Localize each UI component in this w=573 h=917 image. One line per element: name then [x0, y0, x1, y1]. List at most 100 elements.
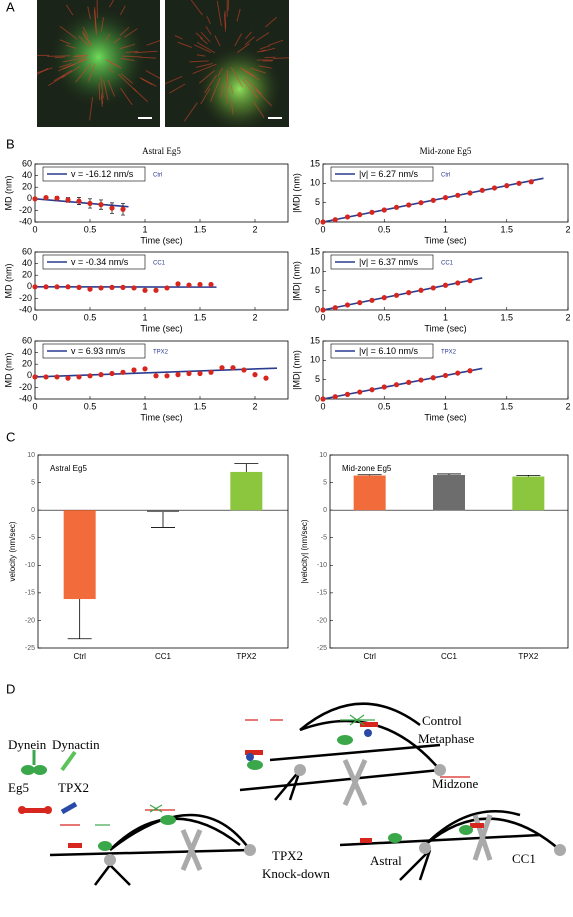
legend-label: |v| = 6.10 nm/s — [359, 346, 418, 356]
y-tick-label: 0 — [31, 507, 35, 514]
y-tick-label: -40 — [19, 304, 32, 314]
data-point — [431, 285, 436, 290]
y-tick-label: 40 — [22, 258, 32, 268]
shape — [247, 760, 263, 770]
data-point — [131, 285, 136, 290]
data-point — [43, 195, 48, 200]
y-tick-label: -20 — [25, 617, 35, 624]
y-tick-label: 60 — [22, 335, 32, 345]
data-point — [241, 367, 246, 372]
data-point — [263, 376, 268, 381]
x-tick-label: 2 — [252, 401, 257, 411]
x-tick-label: Ctrl — [363, 652, 376, 661]
x-tick-label: 1.5 — [194, 224, 207, 234]
x-tick-label: 0 — [32, 312, 37, 322]
x-tick-label: 0 — [320, 224, 325, 234]
annotation: TPX2 — [441, 350, 457, 356]
data-point — [394, 382, 399, 387]
bar — [354, 476, 386, 511]
annotation: CC1 — [153, 261, 166, 267]
y-tick-label: 10 — [310, 266, 320, 276]
data-point — [32, 374, 37, 379]
y-axis-label: |MD| (nm) — [291, 350, 301, 390]
y-tick-label: 20 — [22, 359, 32, 369]
legend-label: Eg5 — [8, 780, 29, 795]
data-point — [443, 283, 448, 288]
data-point — [208, 282, 213, 287]
x-tick-label: 0.5 — [378, 401, 391, 411]
shape — [240, 770, 440, 790]
data-point — [197, 371, 202, 376]
legend-label: |v| = 6.27 nm/s — [359, 169, 418, 179]
y-tick-label: 10 — [319, 452, 327, 459]
shape — [50, 850, 250, 855]
y-tick-label: 0 — [27, 370, 32, 380]
y-tick-label: -10 — [25, 562, 35, 569]
chart-title: Mid-zone Eg5 — [342, 464, 392, 473]
error-bar — [437, 474, 461, 475]
data-point — [431, 375, 436, 380]
data-point — [492, 185, 497, 190]
x-tick-label: 2 — [565, 401, 570, 411]
data-point — [443, 195, 448, 200]
data-point — [76, 374, 81, 379]
data-point — [43, 374, 48, 379]
data-point — [131, 367, 136, 372]
y-axis-label: velocity (nm/sec) — [8, 521, 17, 581]
x-tick-label: 0.5 — [84, 312, 97, 322]
shape — [364, 729, 372, 737]
legend-label: |v| = 6.37 nm/s — [359, 257, 418, 267]
data-point — [406, 202, 411, 207]
x-tick-label: TPX2 — [236, 652, 257, 661]
data-point — [345, 392, 350, 397]
y-tick-label: 60 — [22, 246, 32, 256]
data-point — [219, 365, 224, 370]
data-point — [455, 193, 460, 198]
y-tick-label: 40 — [22, 170, 32, 180]
data-point — [76, 199, 81, 204]
error-bar — [358, 475, 382, 476]
data-point — [333, 394, 338, 399]
data-point — [320, 219, 325, 224]
x-tick-label: 0 — [32, 401, 37, 411]
panel-label: D — [6, 681, 15, 696]
y-tick-label: 0 — [323, 507, 327, 514]
data-point — [142, 366, 147, 371]
bar — [433, 475, 465, 510]
fit-line — [35, 199, 129, 207]
data-point — [43, 284, 48, 289]
data-point — [467, 368, 472, 373]
data-point — [54, 374, 59, 379]
shape — [470, 823, 484, 828]
data-point — [418, 200, 423, 205]
y-tick-label: -15 — [25, 590, 35, 597]
data-point — [345, 302, 350, 307]
y-tick-label: 10 — [310, 355, 320, 365]
y-tick-label: 5 — [315, 285, 320, 295]
shape — [110, 865, 130, 885]
x-tick-label: 1.5 — [500, 224, 513, 234]
micrographs — [37, 0, 289, 127]
y-tick-label: 5 — [323, 479, 327, 486]
data-point — [32, 196, 37, 201]
error-bar — [234, 464, 258, 472]
data-point — [382, 207, 387, 212]
data-point — [175, 281, 180, 286]
y-axis-label: |MD| (nm) — [291, 173, 301, 213]
diagram-label: Knock-down — [262, 866, 330, 881]
x-tick-label: CC1 — [155, 652, 172, 661]
shape — [150, 805, 162, 812]
fibre — [273, 58, 289, 59]
x-axis-label: Time (sec) — [424, 235, 466, 245]
bar — [147, 510, 179, 512]
data-point — [109, 285, 114, 290]
data-point — [186, 282, 191, 287]
data-point — [394, 205, 399, 210]
x-tick-label: 1.5 — [194, 312, 207, 322]
shape — [434, 764, 446, 776]
x-tick-label: 0.5 — [378, 224, 391, 234]
fibre — [47, 56, 70, 57]
x-tick-label: 1 — [443, 312, 448, 322]
y-axis-label: MD (nm) — [3, 264, 13, 299]
legend-label: v = 6.93 nm/s — [71, 346, 126, 356]
